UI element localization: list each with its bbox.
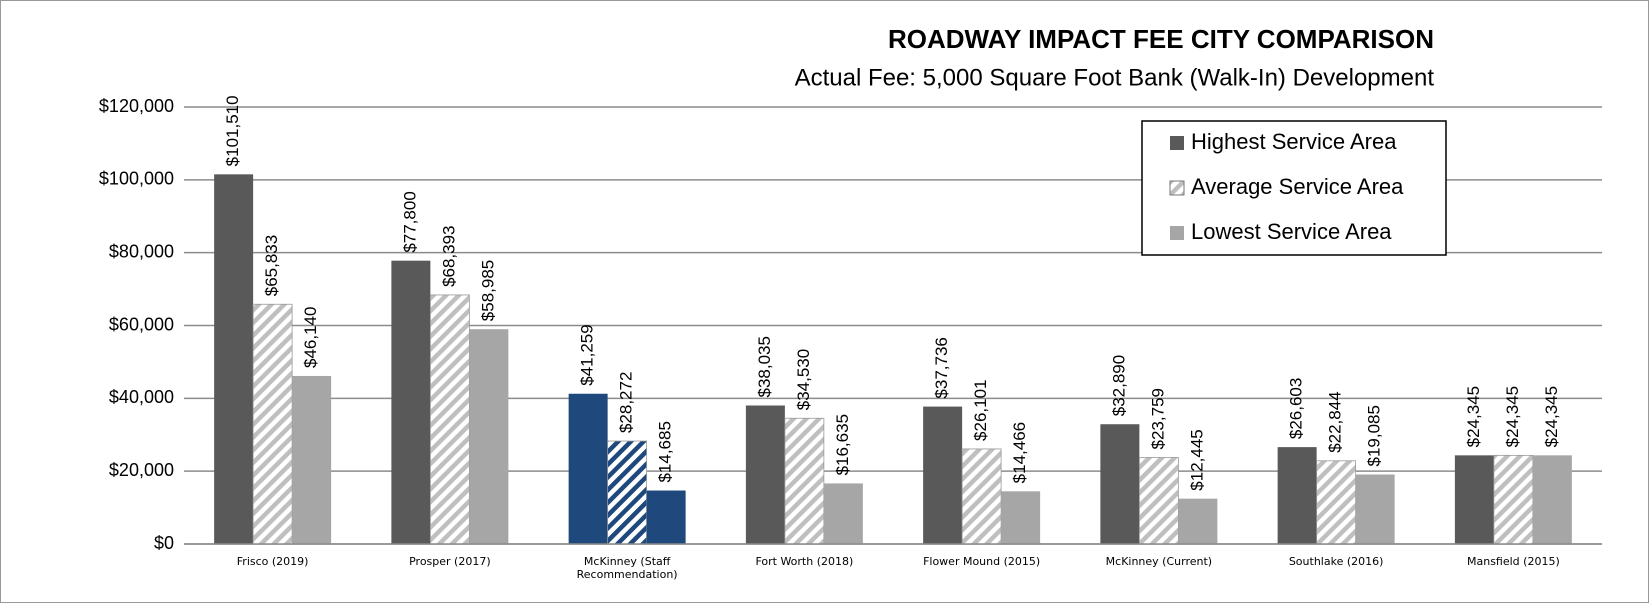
y-tick-label: $120,000 [99, 96, 174, 116]
value-label: $28,272 [617, 372, 636, 433]
value-label: $26,603 [1287, 378, 1306, 439]
x-tick-label: Southlake (2016) [1288, 555, 1384, 568]
value-label: $37,736 [932, 337, 951, 398]
value-label: $22,844 [1326, 391, 1345, 452]
bar [784, 417, 825, 545]
chart-title: ROADWAY IMPACT FEE CITY COMPARISON [888, 24, 1434, 54]
value-label: $46,140 [301, 307, 320, 368]
bar [214, 174, 254, 544]
x-tick-label: Prosper (2017) [409, 555, 491, 568]
legend-box [1141, 120, 1447, 256]
value-label: $68,393 [439, 225, 458, 286]
x-tick-label: Frisco (2019) [236, 555, 309, 568]
value-label: $32,890 [1109, 355, 1128, 416]
y-tick-label: $100,000 [99, 169, 174, 189]
value-label: $77,800 [400, 191, 419, 252]
bar [1532, 455, 1572, 544]
bar [823, 483, 863, 544]
value-label: $41,259 [578, 324, 597, 385]
x-tick-label: Mansfield (2015) [1467, 555, 1560, 568]
bar [469, 329, 509, 544]
bar [568, 393, 608, 544]
value-label: $16,635 [833, 414, 852, 475]
y-tick-label: $20,000 [109, 460, 174, 480]
y-tick-label: $80,000 [109, 241, 174, 261]
legend-swatch [1170, 136, 1184, 150]
legend-label: Lowest Service Area [1191, 219, 1392, 244]
value-label: $58,985 [478, 260, 497, 321]
bar [252, 303, 293, 545]
bar [292, 375, 332, 544]
x-tick-label: McKinney (Current) [1105, 555, 1213, 568]
bar [1178, 498, 1218, 544]
bar [1277, 447, 1317, 544]
bar [1493, 454, 1534, 545]
value-label: $65,833 [262, 235, 281, 296]
bar [1100, 424, 1140, 544]
bar [745, 405, 785, 544]
legend-label: Highest Service Area [1191, 129, 1397, 154]
x-tick-label: Fort Worth (2018) [755, 555, 854, 568]
value-label: $12,445 [1187, 429, 1206, 490]
bar [391, 260, 431, 544]
legend-label: Average Service Area [1191, 174, 1404, 199]
x-tick-label: Flower Mound (2015) [923, 555, 1041, 568]
bar [1001, 491, 1041, 544]
value-label: $19,085 [1365, 405, 1384, 466]
bar [1355, 474, 1395, 544]
value-label: $23,759 [1148, 388, 1167, 449]
value-label: $26,101 [971, 379, 990, 440]
value-label: $38,035 [755, 336, 774, 397]
value-label: $14,685 [656, 421, 675, 482]
value-label: $101,510 [223, 95, 242, 166]
legend-swatch [1169, 180, 1185, 196]
value-label: $34,530 [794, 349, 813, 410]
bar [607, 440, 648, 545]
bar [429, 294, 470, 545]
x-tick-label: McKinney (Staff Recommendation) [576, 555, 678, 581]
value-label: $14,466 [1010, 422, 1029, 483]
bar [646, 490, 686, 544]
value-label: $24,345 [1542, 386, 1561, 447]
legend-swatch [1170, 226, 1184, 240]
y-tick-label: $40,000 [109, 387, 174, 407]
value-label: $24,345 [1503, 386, 1522, 447]
bar [961, 448, 1002, 545]
y-tick-label: $0 [154, 533, 174, 553]
chart-subtitle: Actual Fee: 5,000 Square Foot Bank (Walk… [795, 64, 1435, 91]
bar [923, 406, 963, 544]
y-tick-label: $60,000 [109, 314, 174, 334]
bar [1316, 460, 1357, 545]
bar [1454, 455, 1494, 544]
value-label: $24,345 [1464, 386, 1483, 447]
bar [1138, 457, 1179, 545]
